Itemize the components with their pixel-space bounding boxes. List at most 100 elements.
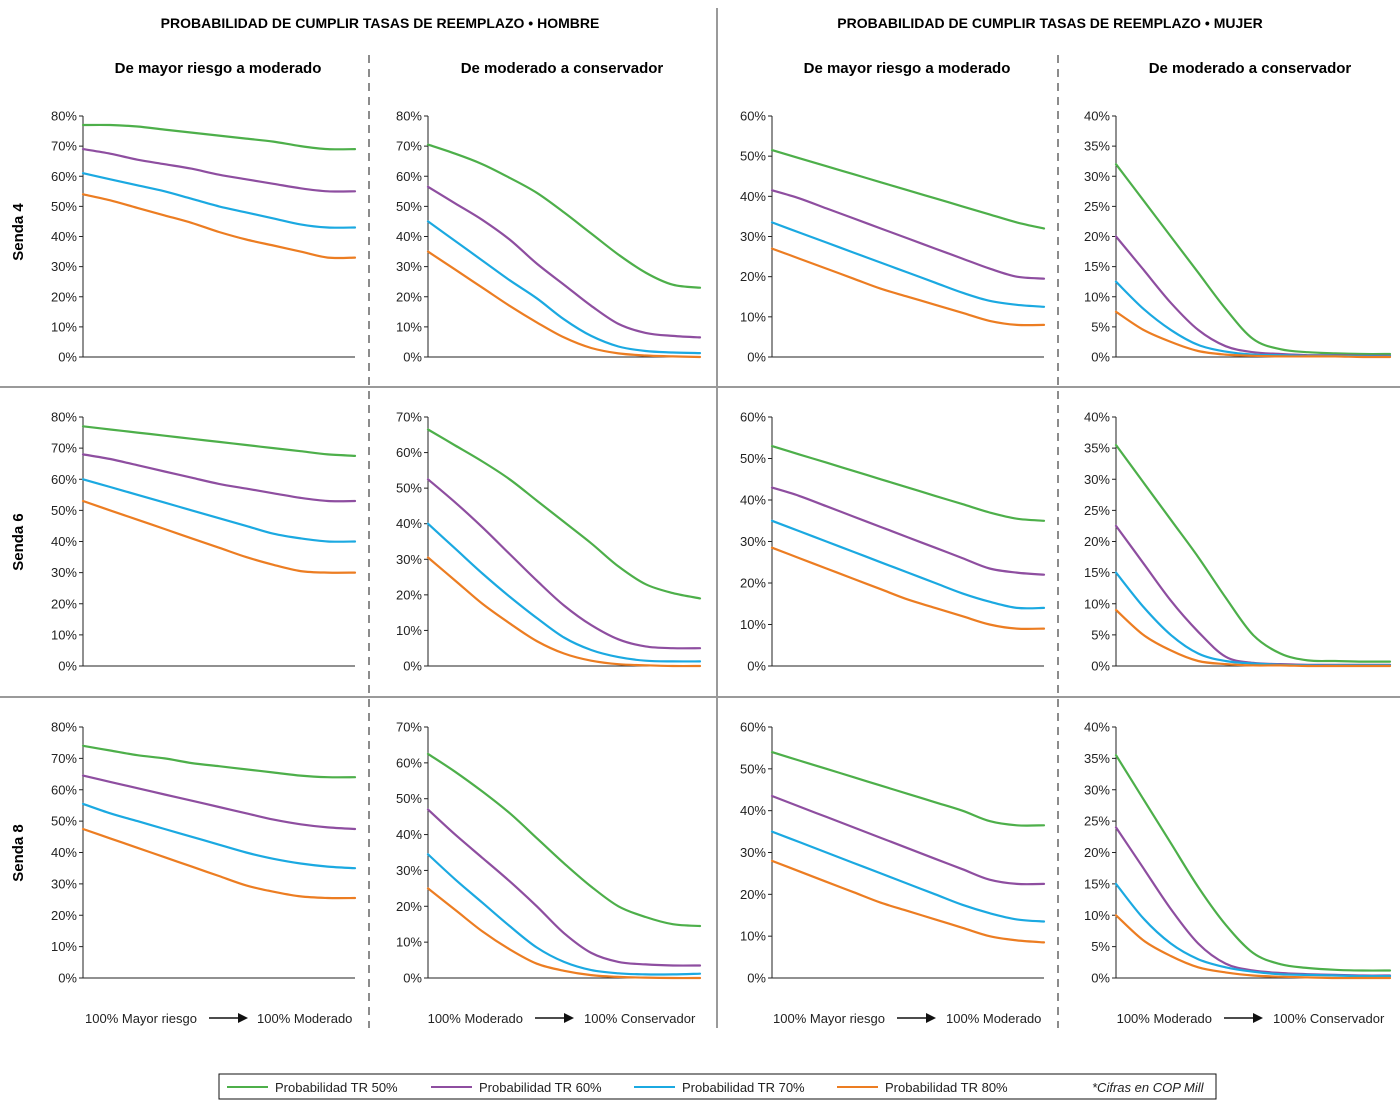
y-tick-label: 20% <box>396 587 422 602</box>
legend-label-tr70: Probabilidad TR 70% <box>682 1080 805 1095</box>
column-title-hombre-riesgo: De mayor riesgo a moderado <box>115 60 322 77</box>
legend-box <box>218 1073 1217 1100</box>
series-line-probabilidad-tr-70 <box>81 478 357 543</box>
series-line-probabilidad-tr-80 <box>426 556 702 668</box>
y-tick-label: 50% <box>51 503 77 518</box>
y-tick-label: 80% <box>51 720 77 735</box>
x-caption-from: 100% Mayor riesgo <box>85 1011 197 1026</box>
y-tick-label: 0% <box>403 659 422 674</box>
y-tick-label: 15% <box>1084 259 1110 274</box>
chart-panels: 0% 10% 20% 30% 40% 50% 60% 70% 80% 0% 10% 20% 30% 40%… <box>51 109 1392 986</box>
series-line-probabilidad-tr-50 <box>1114 443 1392 663</box>
series-line-probabilidad-tr-80 <box>1114 914 1392 980</box>
x-caption-from: 100% Moderado <box>1117 1011 1212 1026</box>
y-tick-label: 5% <box>1091 319 1110 334</box>
y-tick-label: 60% <box>740 720 766 735</box>
series-line-probabilidad-tr-70 <box>770 221 1046 308</box>
arrow-head-icon <box>238 1013 248 1023</box>
y-tick-label: 20% <box>1084 229 1110 244</box>
y-tick-label: 10% <box>1084 908 1110 923</box>
series-line-probabilidad-tr-70 <box>1114 280 1392 358</box>
series-line-probabilidad-tr-80 <box>426 887 702 980</box>
y-tick-label: 0% <box>403 350 422 365</box>
series-line-probabilidad-tr-50 <box>426 752 702 928</box>
series-line-probabilidad-tr-80 <box>770 859 1046 944</box>
y-tick-label: 40% <box>740 189 766 204</box>
legend-label-tr60: Probabilidad TR 60% <box>479 1080 602 1095</box>
series-line-probabilidad-tr-80 <box>81 827 357 900</box>
y-tick-label: 0% <box>1091 659 1110 674</box>
series-line-probabilidad-tr-50 <box>1114 163 1392 356</box>
y-tick-label: 35% <box>1084 751 1110 766</box>
y-tick-label: 40% <box>51 229 77 244</box>
y-tick-label: 70% <box>396 139 422 154</box>
y-tick-label: 30% <box>1084 782 1110 797</box>
y-tick-label: 35% <box>1084 441 1110 456</box>
y-tick-label: 0% <box>1091 350 1110 365</box>
y-tick-label: 30% <box>740 229 766 244</box>
panel-hombre-senda-6-riesgo-moderado: 0% 10% 20% 30% 40% 50% 60% 70% 80% <box>51 410 357 674</box>
series-line-probabilidad-tr-50 <box>426 428 702 600</box>
y-tick-label: 30% <box>51 565 77 580</box>
series-line-probabilidad-tr-80 <box>1114 608 1392 668</box>
y-tick-label: 60% <box>740 410 766 425</box>
y-tick-label: 25% <box>1084 199 1110 214</box>
series-line-probabilidad-tr-80 <box>81 193 357 260</box>
row-label-senda-6: Senda 6 <box>10 513 27 571</box>
y-tick-label: 10% <box>396 935 422 950</box>
y-tick-label: 10% <box>740 929 766 944</box>
series-line-probabilidad-tr-80 <box>770 247 1046 327</box>
y-tick-label: 40% <box>396 516 422 531</box>
y-tick-label: 0% <box>58 659 77 674</box>
panel-hombre-senda-6-moderado-conservador: 0% 10% 20% 30% 40% 50% 60% 70% <box>396 410 702 674</box>
y-tick-label: 80% <box>51 109 77 124</box>
y-tick-label: 60% <box>740 109 766 124</box>
y-tick-label: 20% <box>740 576 766 591</box>
x-caption-col-4: 100% Moderado 100% Conservador <box>1117 1011 1385 1026</box>
series-line-probabilidad-tr-60 <box>81 148 357 193</box>
y-tick-label: 10% <box>740 309 766 324</box>
y-tick-label: 0% <box>58 971 77 986</box>
y-tick-label: 20% <box>396 899 422 914</box>
y-tick-label: 50% <box>740 451 766 466</box>
panel-hombre-senda-8-riesgo-moderado: 0% 10% 20% 30% 40% 50% 60% 70% 80% <box>51 720 357 986</box>
y-tick-label: 60% <box>396 169 422 184</box>
legend-label-tr80: Probabilidad TR 80% <box>885 1080 1008 1095</box>
y-tick-label: 40% <box>396 827 422 842</box>
x-caption-to: 100% Conservador <box>584 1011 696 1026</box>
arrow-head-icon <box>564 1013 574 1023</box>
y-tick-label: 40% <box>1084 720 1110 735</box>
series-line-probabilidad-tr-80 <box>81 499 357 574</box>
gender-title-hombre: PROBABILIDAD DE CUMPLIR TASAS DE REEMPLA… <box>161 15 600 31</box>
y-tick-label: 30% <box>396 863 422 878</box>
series-line-probabilidad-tr-50 <box>1114 754 1392 972</box>
y-tick-label: 25% <box>1084 814 1110 829</box>
legend: Probabilidad TR 50% Probabilidad TR 60% … <box>218 1073 1217 1100</box>
column-title-hombre-conservador: De moderado a conservador <box>461 60 664 77</box>
series-line-probabilidad-tr-80 <box>426 250 702 359</box>
column-title-mujer-conservador: De moderado a conservador <box>1149 60 1352 77</box>
y-tick-label: 0% <box>747 971 766 986</box>
y-tick-label: 30% <box>1084 169 1110 184</box>
x-caption-to: 100% Moderado <box>257 1011 352 1026</box>
y-tick-label: 20% <box>740 269 766 284</box>
x-caption-col-2: 100% Moderado 100% Conservador <box>428 1011 696 1026</box>
y-tick-label: 10% <box>1084 596 1110 611</box>
series-line-probabilidad-tr-60 <box>426 185 702 339</box>
y-tick-label: 60% <box>51 169 77 184</box>
y-tick-label: 50% <box>51 814 77 829</box>
series-line-probabilidad-tr-50 <box>81 123 357 151</box>
y-tick-label: 30% <box>740 845 766 860</box>
y-tick-label: 60% <box>51 782 77 797</box>
series-line-probabilidad-tr-70 <box>426 522 702 663</box>
y-tick-label: 15% <box>1084 876 1110 891</box>
y-tick-label: 0% <box>1091 971 1110 986</box>
y-tick-label: 5% <box>1091 939 1110 954</box>
panel-mujer-senda-8-moderado-conservador: 0% 5% 10% 15% 20% 25% 30% 35% 40% <box>1084 720 1392 986</box>
series-line-probabilidad-tr-60 <box>770 486 1046 576</box>
y-tick-label: 0% <box>403 971 422 986</box>
y-tick-label: 0% <box>747 350 766 365</box>
series-line-probabilidad-tr-80 <box>1114 310 1392 359</box>
y-tick-label: 0% <box>747 659 766 674</box>
